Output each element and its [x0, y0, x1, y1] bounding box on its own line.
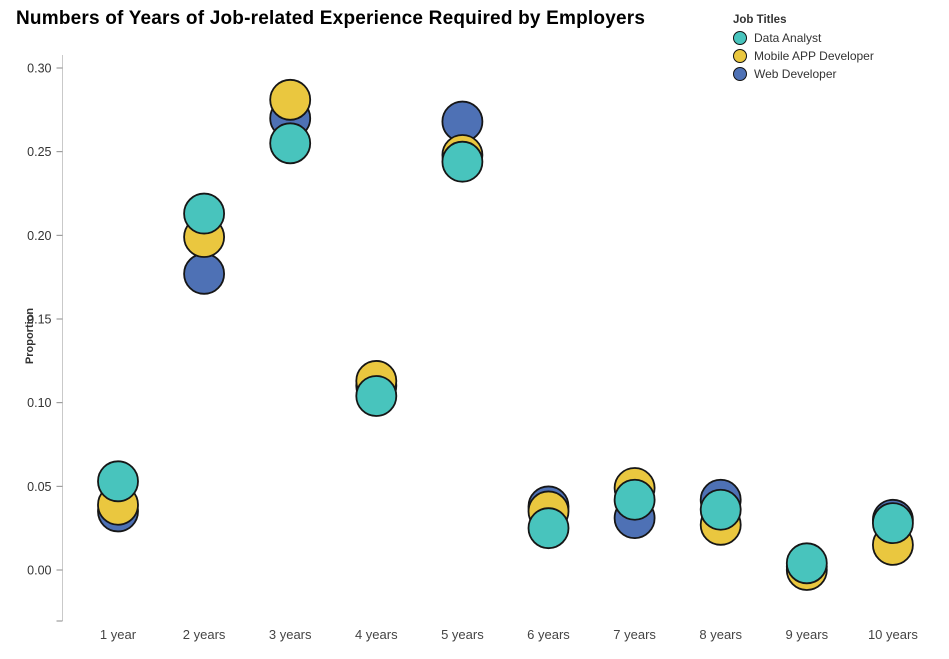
point-data-analyst-8-years[interactable] — [699, 488, 742, 531]
y-tick-label: 0.00 — [27, 564, 51, 578]
x-tick-label: 8 years — [699, 627, 742, 642]
legend-item-label: Data Analyst — [754, 31, 822, 45]
y-tick-label: 0.30 — [27, 62, 51, 76]
x-tick-label: 7 years — [613, 627, 656, 642]
point-mobile-app-developer-3-years[interactable] — [269, 78, 312, 121]
legend-item-web-developer[interactable]: Web Developer — [733, 67, 874, 81]
x-tick-label: 1 year — [100, 627, 137, 642]
point-data-analyst-2-years[interactable] — [183, 192, 226, 235]
point-web-developer-2-years[interactable] — [183, 252, 226, 295]
point-data-analyst-10-years[interactable] — [872, 502, 914, 545]
legend-item-mobile-app-developer[interactable]: Mobile APP Developer — [733, 49, 874, 63]
point-data-analyst-9-years[interactable] — [785, 542, 828, 585]
point-data-analyst-4-years[interactable] — [355, 375, 398, 417]
point-data-analyst-5-years[interactable] — [441, 140, 484, 183]
x-tick-label: 6 years — [527, 627, 570, 642]
y-tick-label: 0.15 — [27, 313, 51, 327]
legend-swatch-icon — [733, 31, 747, 45]
x-tick-label: 2 years — [183, 627, 226, 642]
x-tick-label: 3 years — [269, 627, 312, 642]
y-tick-label: 0.25 — [27, 145, 51, 159]
legend: Job Titles Data Analyst Mobile APP Develo… — [733, 14, 874, 85]
point-data-analyst-1-year[interactable] — [97, 460, 139, 503]
legend-swatch-icon — [733, 49, 747, 63]
point-data-analyst-6-years[interactable] — [527, 507, 570, 550]
legend-item-data-analyst[interactable]: Data Analyst — [733, 31, 874, 45]
legend-title: Job Titles — [733, 14, 787, 26]
y-axis-label: Proportion — [24, 307, 36, 365]
x-tick-label: 5 years — [441, 627, 484, 642]
chart-title: Numbers of Years of Job-related Experien… — [16, 8, 646, 29]
x-tick-label: 9 years — [785, 627, 828, 642]
y-tick-label: 0.10 — [27, 396, 51, 410]
legend-swatch-icon — [733, 67, 747, 81]
point-data-analyst-7-years[interactable] — [613, 478, 656, 521]
y-tick-label: 0.05 — [27, 480, 51, 494]
point-data-analyst-3-years[interactable] — [269, 122, 312, 165]
legend-item-label: Web Developer — [754, 67, 837, 81]
x-tick-label: 4 years — [355, 627, 398, 642]
legend-items: Data Analyst Mobile APP Developer Web Deve… — [733, 31, 874, 81]
y-tick-label: 0.20 — [27, 229, 51, 243]
legend-item-label: Mobile APP Developer — [754, 49, 874, 63]
x-tick-label: 10 years — [868, 627, 918, 642]
